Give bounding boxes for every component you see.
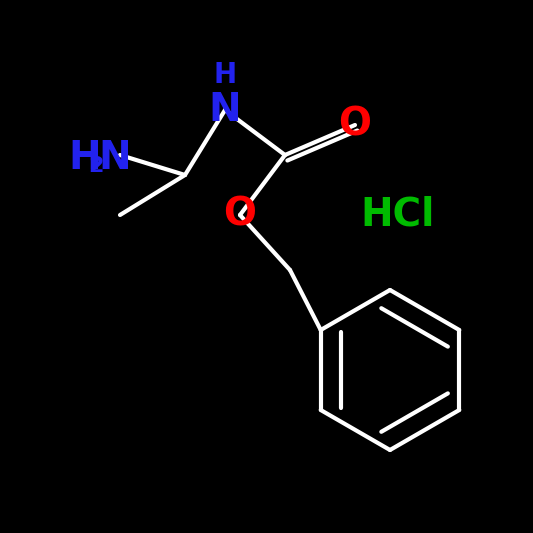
Text: H: H bbox=[68, 139, 101, 177]
Text: HCl: HCl bbox=[360, 196, 434, 234]
Text: O: O bbox=[223, 196, 256, 234]
Text: 2: 2 bbox=[88, 156, 103, 176]
Text: N: N bbox=[98, 139, 131, 177]
Text: H: H bbox=[213, 61, 237, 89]
Text: O: O bbox=[338, 106, 372, 144]
Text: N: N bbox=[209, 91, 241, 129]
